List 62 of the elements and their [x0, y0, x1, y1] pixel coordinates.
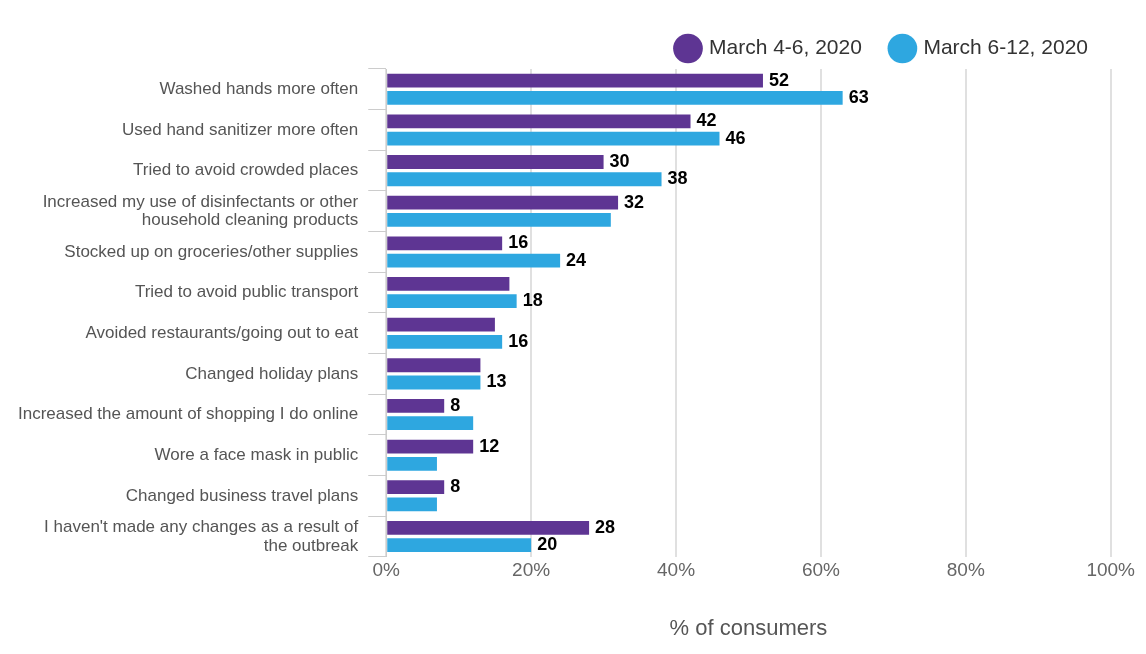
legend-label: March 4-6, 2020 — [708, 35, 862, 59]
bar — [387, 317, 495, 332]
bar — [387, 155, 604, 169]
data-label: 18 — [522, 290, 543, 311]
bar — [387, 538, 532, 553]
bar — [387, 253, 561, 268]
bar — [387, 73, 763, 88]
data-label: 30 — [609, 150, 630, 171]
bar — [387, 416, 474, 431]
data-label: 16 — [508, 232, 529, 253]
bar — [387, 131, 720, 146]
data-label: 20 — [537, 534, 558, 555]
data-label: 8 — [450, 394, 461, 415]
bar — [387, 195, 619, 210]
y-tick-label: Stocked up on groceries/other supplies — [64, 241, 359, 261]
data-label: 52 — [768, 69, 789, 90]
y-tick-label: Increased the amount of shopping I do online — [17, 404, 359, 424]
x-tick-label: 80% — [946, 559, 985, 581]
x-tick-label: 60% — [801, 559, 841, 581]
data-label: 46 — [725, 127, 746, 148]
y-tick-label: Tried to avoid public transport — [134, 282, 359, 302]
data-label: 8 — [450, 476, 461, 497]
x-tick-label: 40% — [657, 559, 696, 581]
data-label: 32 — [624, 191, 645, 212]
y-tick-label: Tried to avoid crowded places — [133, 160, 359, 180]
bar — [387, 236, 503, 251]
y-tick-label: Used hand sanitizer more often — [121, 119, 359, 139]
data-label: 42 — [696, 110, 717, 131]
bar — [387, 213, 611, 227]
y-tick-label: Avoided restaurants/going out to eat — [85, 322, 359, 342]
y-tick-label: Increased my use of disinfectants or other household cleaning products — [42, 191, 359, 230]
bar — [387, 334, 503, 349]
bar — [387, 375, 481, 390]
bar — [387, 114, 691, 129]
y-tick-label: Changed holiday plans — [185, 363, 359, 383]
data-label: 38 — [667, 168, 688, 189]
bar — [387, 358, 481, 373]
data-label: 28 — [595, 516, 616, 537]
bar — [387, 91, 843, 105]
y-tick-label: Wore a face mask in public — [154, 444, 359, 464]
bar — [387, 398, 445, 413]
data-label: 12 — [479, 435, 500, 456]
y-tick-label: Changed business travel plans — [125, 485, 359, 505]
bar — [387, 520, 590, 535]
data-label: 63 — [848, 86, 869, 107]
data-label: 13 — [486, 371, 507, 392]
bar — [387, 497, 437, 512]
x-tick-label: 0% — [372, 559, 401, 581]
x-tick-label: 20% — [512, 559, 551, 581]
bar — [387, 480, 445, 495]
x-tick-label: 100% — [1086, 559, 1136, 581]
bar — [387, 294, 517, 309]
bar — [387, 277, 510, 291]
x-axis-title: % of consumers — [669, 614, 828, 640]
legend-label: March 6-12, 2020 — [923, 35, 1089, 59]
y-tick-label: I haven't made any changes as a result of the outbreak — [44, 516, 359, 555]
data-label: 16 — [508, 330, 529, 351]
y-tick-label: Washed hands more often — [159, 79, 359, 99]
bar — [387, 439, 474, 454]
data-label: 24 — [566, 249, 587, 270]
bar — [387, 172, 662, 187]
bar — [387, 456, 437, 471]
